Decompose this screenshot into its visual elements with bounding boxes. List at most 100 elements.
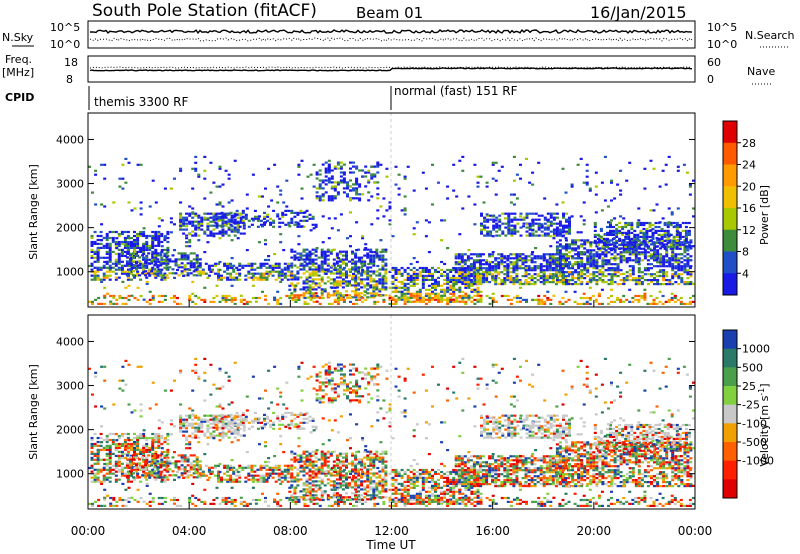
velocity-cell	[126, 448, 130, 451]
velocity-cell	[105, 444, 109, 447]
power-cell	[437, 181, 440, 184]
power-cell	[434, 270, 437, 273]
power-cell	[315, 173, 319, 176]
power-cell	[148, 298, 152, 301]
power-cell	[665, 275, 669, 278]
power-cell	[115, 302, 119, 305]
power-cell	[323, 262, 327, 265]
power-cell	[476, 300, 480, 303]
power-cell	[370, 294, 374, 297]
power-cell	[324, 268, 328, 272]
power-cell	[93, 240, 97, 244]
power-cell	[230, 214, 234, 217]
power-cell	[224, 230, 228, 233]
power-cell	[479, 294, 483, 297]
power-cell	[622, 255, 626, 258]
power-cell	[627, 223, 631, 227]
power-cell	[279, 193, 283, 196]
power-cell	[565, 247, 568, 250]
power-cell	[186, 256, 190, 259]
power-cell	[619, 269, 623, 272]
colorbar-tick-label: 8	[742, 246, 749, 259]
power-cell	[659, 283, 663, 286]
power-cell	[660, 241, 664, 244]
power-cell	[342, 171, 346, 174]
power-cell	[403, 177, 407, 180]
power-cell	[631, 251, 635, 254]
power-cell	[336, 163, 340, 166]
power-cell	[564, 277, 567, 280]
power-cell	[558, 220, 562, 223]
power-cell	[624, 221, 628, 225]
power-cell	[634, 257, 638, 260]
power-cell	[594, 298, 598, 301]
power-cell	[227, 201, 231, 204]
power-cell	[123, 236, 127, 240]
power-cell	[482, 271, 485, 274]
power-cell	[384, 258, 388, 261]
power-cell	[397, 193, 401, 196]
power-cell	[415, 221, 419, 224]
power-cell	[388, 302, 392, 305]
power-cell	[642, 235, 646, 238]
power-cell	[391, 266, 395, 270]
power-cell	[574, 257, 578, 260]
power-cell	[265, 266, 269, 269]
power-cell	[406, 278, 410, 281]
power-cell	[279, 241, 283, 244]
power-cell	[306, 290, 310, 293]
velocity-cell	[105, 454, 109, 457]
power-cell	[565, 257, 568, 260]
power-cell	[461, 300, 465, 303]
power-cell	[273, 163, 277, 166]
power-cell	[351, 260, 354, 263]
power-cell	[599, 239, 603, 242]
power-cell	[551, 279, 555, 282]
power-cell	[173, 177, 176, 180]
power-cell	[157, 300, 161, 303]
power-cell	[345, 280, 348, 283]
power-cell	[163, 298, 167, 301]
power-cell	[483, 224, 487, 227]
power-cell	[673, 272, 677, 275]
power-cell	[330, 195, 334, 198]
power-cell	[293, 296, 297, 299]
power-cell	[452, 292, 456, 295]
power-cell	[182, 218, 186, 221]
power-cell	[111, 266, 115, 269]
power-cell	[633, 229, 637, 232]
power-cell	[643, 288, 647, 291]
power-cell	[640, 259, 644, 262]
power-cell	[540, 230, 544, 233]
power-cell	[434, 280, 437, 283]
velocity-cell	[166, 464, 170, 467]
power-cell	[305, 254, 309, 257]
power-cell	[607, 221, 610, 224]
power-cell	[214, 221, 218, 224]
power-cell	[452, 189, 456, 192]
power-cell	[536, 275, 540, 278]
power-cell	[472, 273, 476, 276]
power-cell	[528, 228, 532, 231]
power-cell	[667, 235, 671, 238]
power-cell	[619, 259, 623, 262]
power-cell	[132, 256, 135, 259]
power-cell	[253, 217, 257, 220]
power-cell	[385, 175, 389, 178]
power-cell	[305, 264, 309, 267]
velocity-cell	[90, 436, 94, 440]
power-cell	[653, 249, 656, 252]
power-cell	[251, 296, 255, 300]
power-cell	[327, 171, 331, 174]
power-cell	[200, 298, 204, 301]
power-cell	[494, 300, 498, 303]
power-cell	[606, 231, 609, 234]
power-cell	[108, 244, 112, 247]
power-cell	[643, 245, 647, 248]
power-cell	[666, 245, 670, 248]
power-cell	[139, 278, 143, 281]
power-cell	[494, 269, 498, 272]
velocity-cell	[194, 416, 198, 419]
power-cell	[247, 276, 251, 279]
power-cell	[188, 221, 192, 224]
